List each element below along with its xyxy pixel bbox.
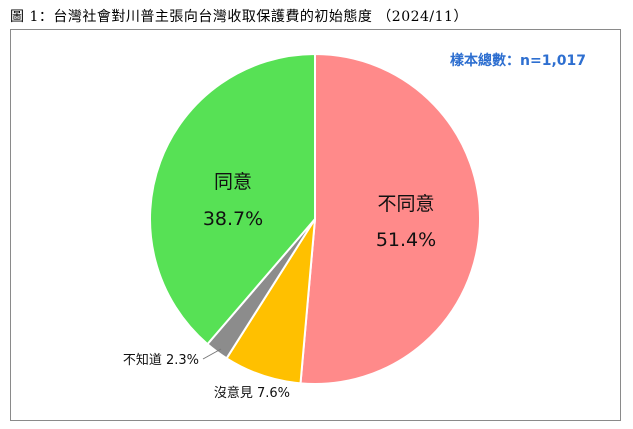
leader-line-dont-know	[202, 348, 222, 360]
slice-value-disagree: 51.4%	[376, 229, 436, 251]
figure-title: 圖 1：台灣社會對川普主張向台灣收取保護費的初始態度 （2024/11）	[10, 9, 468, 25]
pie-chart: 不同意 51.4% 沒意見 7.6% 不知道 2.3% 同意 38.7%	[123, 52, 481, 401]
pie-slice-agree	[149, 52, 316, 346]
pie-slice-disagree	[299, 52, 481, 385]
slice-label-agree: 同意	[214, 171, 252, 193]
slice-label-disagree: 不同意	[377, 193, 434, 215]
slice-label-dont-know: 不知道 2.3%	[123, 352, 199, 368]
chart-frame: 樣本總數：n=1,017 不同意 51.4% 沒意見 7.6% 不知道 2.3% 同意 3…	[10, 29, 621, 421]
slice-label-no-opinion: 沒意見 7.6%	[214, 385, 290, 401]
sample-size-note: 樣本總數：n=1,017	[450, 53, 586, 69]
slice-value-agree: 38.7%	[203, 208, 263, 230]
